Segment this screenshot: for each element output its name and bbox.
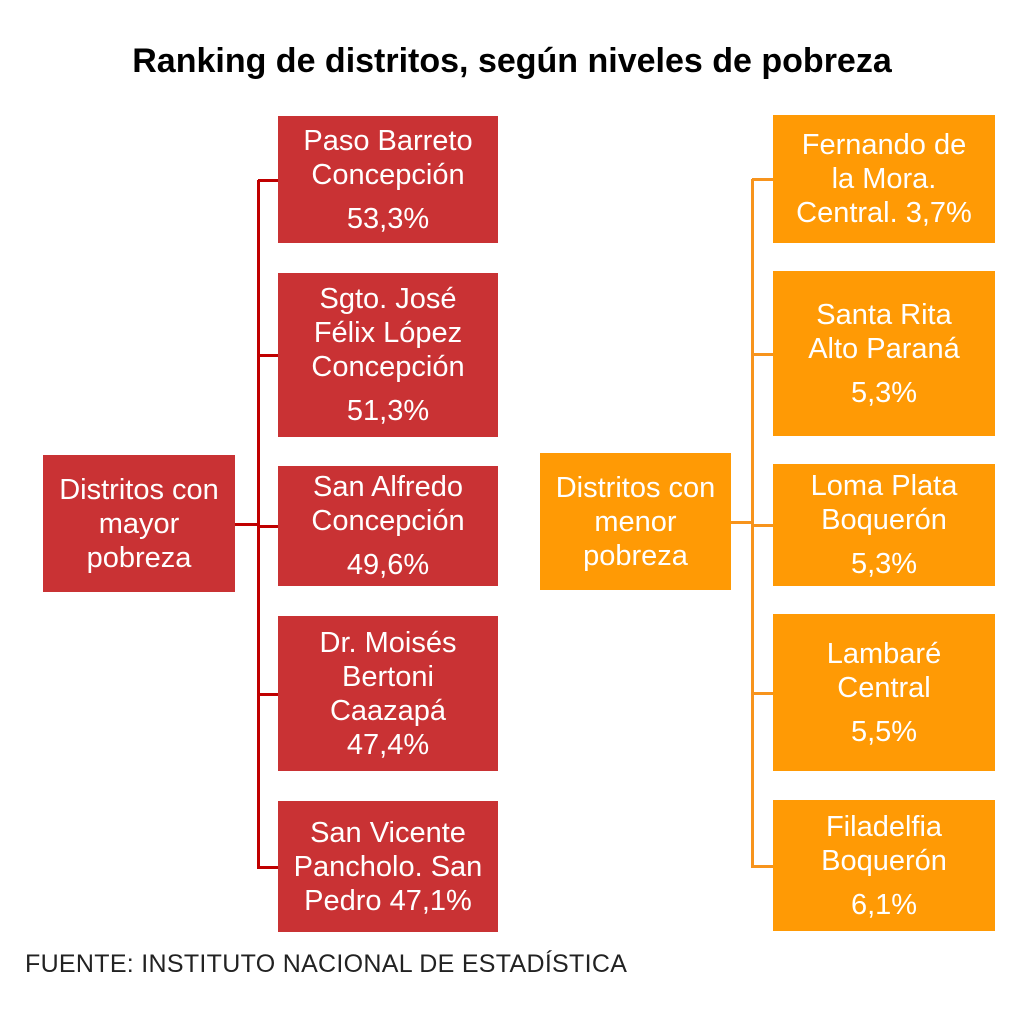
- low-branch-connector: [752, 691, 773, 695]
- box-text-line: 47,4%: [346, 728, 430, 761]
- root-label-line: Distritos con: [59, 473, 219, 506]
- low-bracket-line: [751, 179, 754, 868]
- low-district-box: Lambaré Central 5,5%: [773, 614, 995, 771]
- box-text-line: la Mora.: [831, 163, 937, 195]
- low-branch-connector: [752, 524, 773, 527]
- poverty-percentage: 49,6%: [346, 549, 430, 581]
- low-root-connector: [731, 520, 752, 524]
- box-text-line: San Alfredo: [313, 471, 463, 503]
- box-text-line: Central. 3,7%: [796, 197, 972, 229]
- box-text-line: Boquerón: [821, 844, 947, 877]
- low-branch-connector: [752, 178, 773, 181]
- root-label-line: pobreza: [86, 541, 192, 574]
- box-text-line: Caazapá: [329, 694, 447, 727]
- root-label-line: Distritos con: [555, 471, 716, 504]
- high-district-box: San Vicente Pancholo. San Pedro 47,1%: [278, 801, 498, 932]
- high-branch-connector: [258, 178, 278, 182]
- high-branch-connector: [258, 525, 278, 528]
- high-district-box: Dr. Moisés Bertoni Caazapá 47,4%: [278, 616, 498, 771]
- high-district-box: San Alfredo Concepción 49,6%: [278, 466, 498, 586]
- box-text-line: Sgto. José: [319, 283, 457, 315]
- low-district-box: Fernando de la Mora. Central. 3,7%: [773, 115, 995, 243]
- box-text-line: Lambaré: [826, 637, 942, 670]
- high-district-box: Sgto. José Félix López Concepción 51,3%: [278, 273, 498, 437]
- box-text-line: Paso Barreto: [303, 124, 473, 157]
- box-text-line: Concepción: [311, 351, 465, 383]
- box-text-line: Alto Paraná: [808, 332, 960, 365]
- box-text-line: Pedro 47,1%: [304, 884, 472, 917]
- poverty-percentage: 5,5%: [850, 715, 918, 748]
- high-branch-connector: [258, 354, 278, 357]
- box-text-line: Central: [837, 671, 931, 704]
- box-text-line: Félix López: [313, 317, 463, 349]
- poverty-percentage: 53,3%: [346, 202, 430, 235]
- page-title: Ranking de distritos, según niveles de p…: [132, 42, 892, 80]
- poverty-percentage: 5,3%: [850, 548, 918, 580]
- low-branch-connector: [752, 352, 773, 356]
- low-poverty-root-box: Distritos con menor pobreza: [540, 453, 731, 590]
- box-text-line: Boquerón: [821, 504, 947, 536]
- high-root-connector: [235, 522, 258, 526]
- high-bracket-line: [257, 179, 260, 869]
- root-label-line: mayor: [98, 507, 180, 540]
- high-branch-connector: [258, 865, 278, 869]
- high-poverty-root-box: Distritos con mayor pobreza: [43, 455, 235, 592]
- box-text-line: San Vicente: [310, 816, 466, 849]
- box-text-line: Concepción: [311, 158, 465, 191]
- poverty-percentage: 51,3%: [346, 395, 430, 427]
- box-text-line: Filadelfia: [825, 810, 943, 843]
- poverty-percentage: 5,3%: [850, 376, 918, 409]
- low-district-box: Filadelfia Boquerón 6,1%: [773, 800, 995, 931]
- box-text-line: Bertoni: [342, 660, 434, 693]
- box-text-line: Santa Rita: [816, 298, 952, 331]
- low-district-box: Santa Rita Alto Paraná 5,3%: [773, 271, 995, 436]
- low-district-box: Loma Plata Boquerón 5,3%: [773, 464, 995, 586]
- box-text-line: Pancholo. San: [293, 850, 483, 883]
- box-text-line: Dr. Moisés: [319, 626, 457, 659]
- box-text-line: Concepción: [311, 505, 465, 537]
- box-text-line: Loma Plata: [810, 470, 958, 502]
- box-text-line: Fernando de: [801, 129, 967, 161]
- root-label-line: menor: [594, 505, 677, 538]
- low-branch-connector: [752, 864, 773, 868]
- root-label-line: pobreza: [583, 539, 688, 572]
- high-branch-connector: [258, 692, 278, 696]
- source-footer: FUENTE: INSTITUTO NACIONAL DE ESTADÍSTIC…: [25, 950, 628, 978]
- poverty-percentage: 6,1%: [850, 888, 918, 921]
- high-district-box: Paso Barreto Concepción 53,3%: [278, 116, 498, 243]
